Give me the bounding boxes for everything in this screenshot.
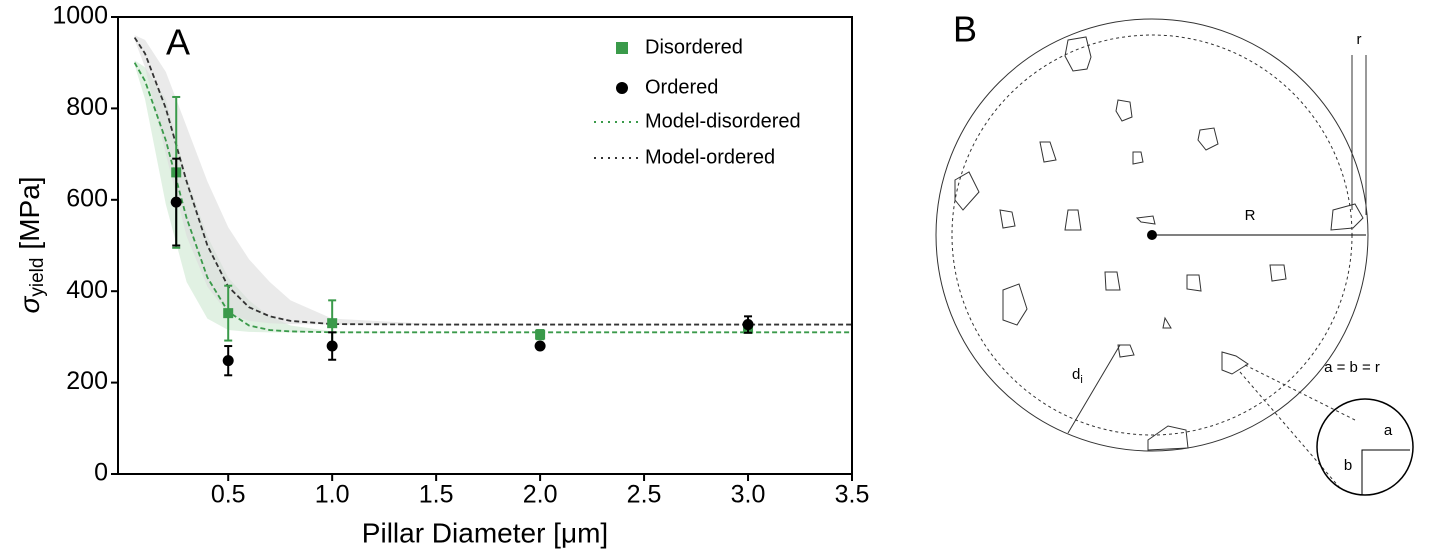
pore (1135, 215, 1156, 225)
y-tick-label: 1000 (52, 2, 108, 30)
model-band (134, 60, 852, 333)
pore (1269, 264, 1287, 282)
y-tick-label: 0 (94, 459, 108, 487)
marker (742, 319, 754, 331)
R-label: R (1245, 207, 1256, 224)
pore (1197, 127, 1219, 151)
x-tick-label: 1.5 (419, 481, 454, 509)
pore (1132, 151, 1144, 165)
panel-label: B (953, 9, 977, 50)
y-axis-label: σyield [MPa] (14, 176, 48, 313)
x-axis-label: Pillar Diameter [μm] (362, 517, 608, 548)
pore (1115, 99, 1133, 122)
y-label-unit: [MPa] (14, 176, 45, 249)
side-b: b (1344, 457, 1352, 474)
pore (1186, 274, 1202, 292)
x-tick-label: 2.0 (523, 481, 558, 509)
side-a: a (1384, 422, 1393, 439)
x-tick-label: 1.0 (315, 481, 350, 509)
legend-marker (616, 42, 628, 54)
pore (999, 209, 1016, 229)
y-tick-label: 600 (66, 184, 108, 212)
d-symbol: d (1072, 366, 1080, 383)
marker (534, 340, 546, 352)
legend-marker (616, 82, 628, 94)
d-subscript: i (1080, 374, 1082, 386)
model-line (133, 62, 852, 334)
legend-label: Model-disordered (645, 110, 801, 132)
pore (1064, 36, 1092, 72)
x-tick-label: 0.5 (211, 481, 246, 509)
center-dot (1147, 230, 1157, 240)
equation: a = b = r (1324, 359, 1380, 376)
plot-a: 0 200 400 600 800 1000 0.5 1.0 1.5 2.0 2.5 3.0 3.5 Di… (52, 2, 869, 509)
y-label-subscript: yield (27, 258, 48, 297)
pore (1039, 141, 1057, 163)
d-label: di (1072, 366, 1083, 386)
pore (954, 171, 980, 211)
legend-label: Ordered (645, 76, 718, 98)
zoom-line (1239, 371, 1341, 489)
zoom-line (1244, 364, 1356, 421)
x-tick-label: 2.5 (627, 481, 662, 509)
model-line (133, 37, 852, 326)
pore (1330, 203, 1364, 231)
y-tick-label: 200 (66, 367, 108, 395)
marker (223, 308, 234, 319)
marker (535, 329, 546, 340)
pore (1064, 209, 1082, 231)
outer-circle (935, 18, 1369, 452)
pore (1147, 425, 1189, 451)
pore (1162, 316, 1172, 329)
d-line (1067, 344, 1121, 434)
pore (1002, 283, 1028, 326)
plot-frame (117, 16, 853, 475)
marker (326, 340, 338, 352)
y-label-symbol: σ (14, 296, 45, 314)
marker (222, 355, 234, 367)
panel-label: A (166, 22, 190, 63)
pore (1221, 351, 1249, 375)
zoom-circle (1316, 398, 1414, 496)
diagram-b (935, 18, 1414, 496)
legend-label: Model-ordered (645, 146, 775, 168)
pore (1117, 344, 1135, 358)
x-tick-label: 3.5 (835, 481, 870, 509)
zoom-square (1361, 449, 1410, 495)
y-tick-label: 800 (66, 93, 108, 121)
y-tick-label: 400 (66, 276, 108, 304)
legend-label: Disordered (645, 36, 743, 58)
x-tick-label: 3.0 (731, 481, 766, 509)
marker (170, 196, 182, 208)
r-label: r (1357, 31, 1362, 48)
model-band (134, 35, 852, 325)
marker (327, 318, 338, 329)
pore (1104, 271, 1121, 291)
